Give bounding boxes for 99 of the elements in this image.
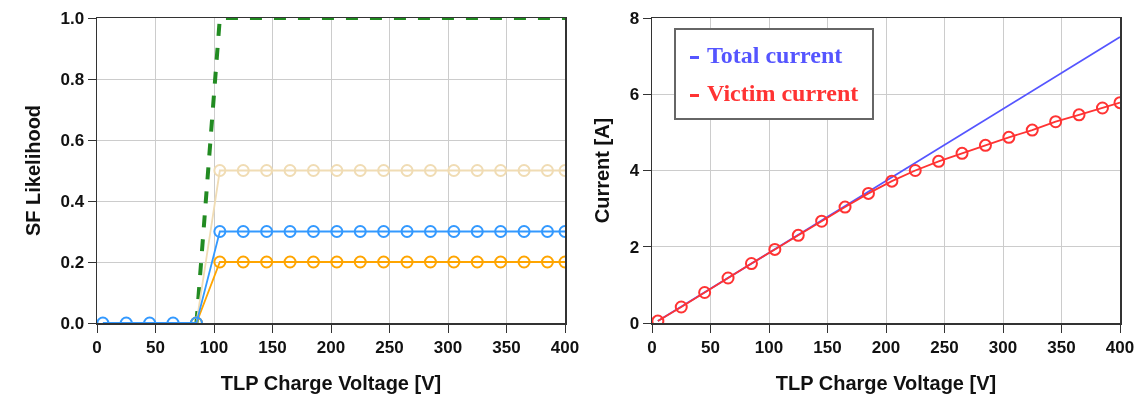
point [1049, 115, 1063, 129]
y-tick-label: 0.0 [60, 313, 85, 333]
point [470, 164, 484, 177]
point [540, 164, 554, 177]
point [283, 164, 297, 177]
x-axis-title: TLP Charge Voltage [V] [775, 372, 997, 395]
y-tick-label: 0.2 [60, 252, 85, 272]
point [306, 225, 320, 238]
y-tick-label: 0.6 [60, 130, 85, 150]
point [377, 255, 391, 269]
x-axis-title: TLP Charge Voltage [V] [220, 372, 442, 395]
y-tick-label: 0 [629, 313, 640, 333]
point [330, 225, 344, 238]
point [1072, 108, 1086, 122]
point [236, 255, 250, 269]
point [447, 255, 461, 269]
x-tick-label: 100 [754, 337, 784, 357]
point [353, 255, 367, 269]
point [955, 146, 969, 160]
point [400, 164, 414, 177]
x-tick-label: 0 [92, 337, 102, 357]
point [470, 225, 484, 238]
point [260, 225, 274, 238]
x-tick-label: 200 [316, 337, 346, 357]
y-axis-title: SF Likelihood [22, 104, 45, 237]
point [236, 164, 250, 177]
point [674, 300, 688, 314]
point [517, 164, 531, 177]
y-tick-label: 6 [629, 85, 640, 105]
point [470, 255, 484, 269]
point [283, 255, 297, 269]
point [283, 225, 297, 238]
x-tick-label: 200 [871, 337, 901, 357]
point [494, 225, 508, 238]
x-tick-label: 150 [258, 337, 287, 357]
y-tick-label: 8 [629, 8, 640, 28]
point [494, 255, 508, 269]
x-tick-label: 300 [988, 337, 1018, 357]
point [698, 286, 712, 299]
x-tick-label: 350 [492, 337, 521, 357]
point [400, 225, 414, 238]
y-tick-label: 0.4 [60, 191, 85, 211]
x-tick-label: 150 [813, 337, 842, 357]
point [540, 225, 554, 238]
point [213, 164, 227, 177]
x-tick-label: 350 [1047, 337, 1076, 357]
x-tick-label: 50 [146, 337, 165, 357]
point [838, 200, 852, 214]
y-tick-label: 0.8 [60, 69, 85, 89]
point [213, 225, 227, 238]
point [721, 271, 735, 285]
point [236, 225, 250, 238]
point [744, 257, 758, 271]
point [861, 186, 875, 200]
point [377, 225, 391, 238]
legend-label: Total current [707, 42, 843, 68]
x-tick-label: 100 [199, 337, 229, 357]
x-tick-label: 50 [701, 337, 720, 357]
point [978, 138, 992, 152]
point [1002, 130, 1016, 144]
y-tick-label: 4 [629, 161, 640, 181]
point [423, 164, 437, 177]
y-tick-label: 1.0 [60, 8, 85, 28]
point [932, 154, 946, 168]
point [908, 164, 922, 177]
point [517, 225, 531, 238]
point [540, 255, 554, 269]
point [213, 255, 227, 269]
x-tick-label: 250 [930, 337, 959, 357]
point [306, 255, 320, 269]
point [260, 255, 274, 269]
point [330, 164, 344, 177]
y-tick-label: 2 [629, 237, 640, 257]
point [306, 164, 320, 177]
point [353, 164, 367, 177]
point [885, 174, 899, 188]
legend-label: Victim current [707, 80, 859, 106]
point [517, 255, 531, 269]
point [423, 225, 437, 238]
point [494, 164, 508, 177]
point [400, 255, 414, 269]
point [768, 242, 782, 256]
point [423, 255, 437, 269]
point [1025, 123, 1039, 137]
point [1095, 101, 1109, 115]
point [260, 164, 274, 177]
point [815, 214, 829, 228]
point [377, 164, 391, 177]
point [353, 225, 367, 238]
point [447, 225, 461, 238]
point [330, 255, 344, 269]
x-tick-label: 250 [375, 337, 404, 357]
x-tick-label: 400 [550, 337, 580, 357]
x-tick-label: 0 [647, 337, 657, 357]
point [447, 164, 461, 177]
x-tick-label: 300 [433, 337, 463, 357]
point [791, 228, 805, 242]
x-tick-label: 400 [1105, 337, 1135, 357]
y-axis-title: Current [A] [591, 117, 614, 224]
